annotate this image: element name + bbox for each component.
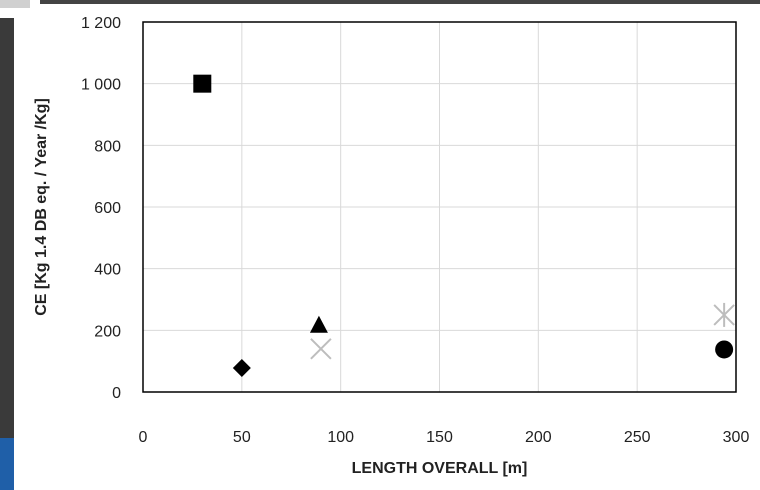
y-axis-title: CE [Kg 1.4 DB eq. / Year /Kg] — [33, 98, 50, 316]
y-tick-label: 200 — [94, 323, 121, 340]
side-strip-decoration — [0, 18, 14, 438]
data-point-diamond — [232, 358, 251, 377]
data-point-x — [310, 338, 332, 360]
x-tick-label: 50 — [233, 429, 251, 446]
x-axis-title: LENGTH OVERALL [m] — [352, 460, 528, 477]
y-tick-label: 1 200 — [81, 15, 121, 32]
x-tick-label: 0 — [139, 429, 148, 446]
x-tick-label: 200 — [525, 429, 552, 446]
data-point-square — [193, 74, 212, 93]
data-points — [193, 74, 735, 377]
y-tick-label: 400 — [94, 262, 121, 279]
y-tick-label: 800 — [94, 138, 121, 155]
top-tab-decoration — [0, 0, 30, 8]
data-point-circle — [715, 340, 734, 359]
data-point-star — [713, 302, 735, 327]
x-tick-label: 300 — [723, 429, 750, 446]
x-tick-label: 100 — [327, 429, 354, 446]
x-tick-labels: 0 50 100 150 200 250 300 — [139, 429, 750, 446]
side-strip-accent — [0, 438, 14, 490]
plot-area-frame — [142, 21, 737, 393]
y-tick-label: 1 000 — [81, 77, 121, 94]
data-point-triangle — [309, 315, 328, 333]
y-tick-label: 600 — [94, 200, 121, 217]
x-tick-label: 250 — [624, 429, 651, 446]
grid-lines — [143, 21, 737, 392]
x-tick-label: 150 — [426, 429, 453, 446]
y-tick-label: 0 — [112, 385, 121, 402]
y-tick-labels: 0 200 400 600 800 1 000 1 200 — [81, 15, 121, 402]
top-bar-decoration — [40, 0, 760, 4]
